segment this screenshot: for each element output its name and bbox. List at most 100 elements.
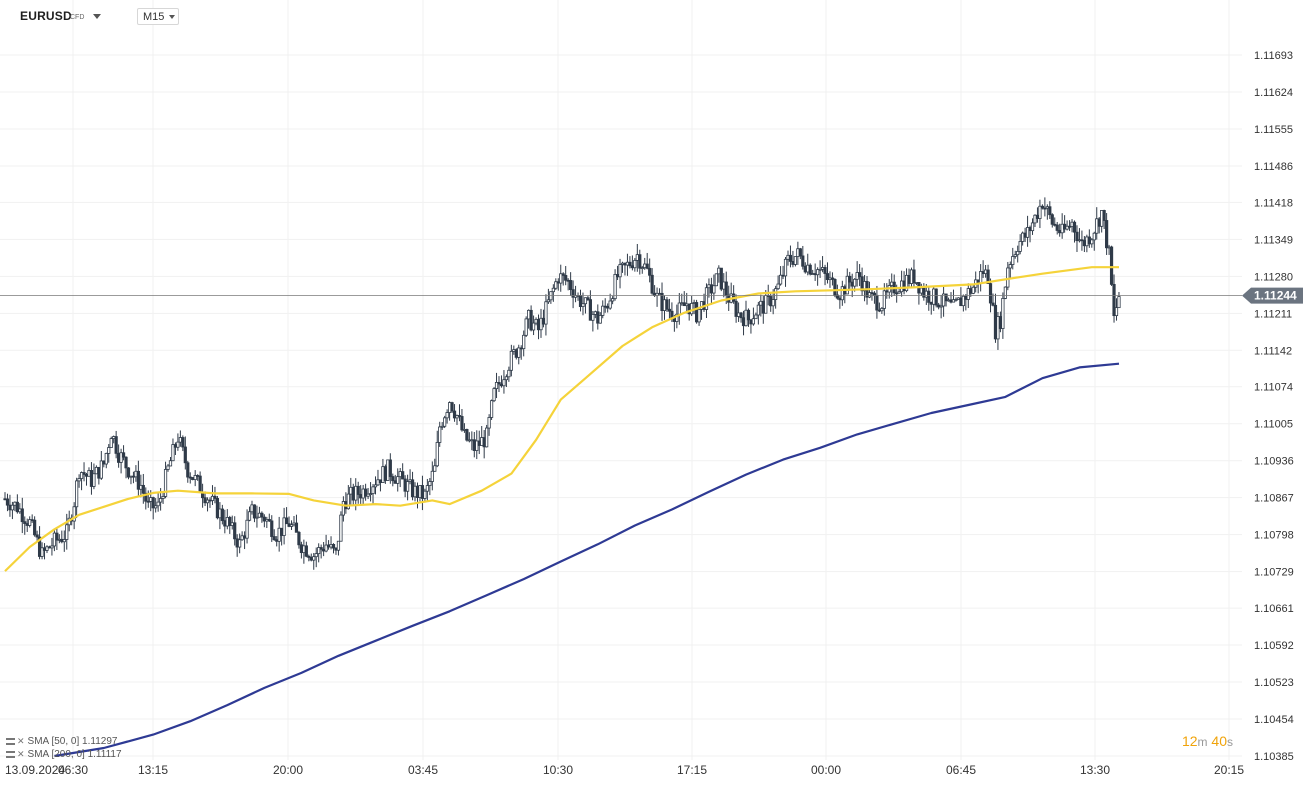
countdown-seconds: 40 (1211, 733, 1227, 749)
time-tick-label: 06:45 (946, 763, 976, 777)
candle-body (146, 500, 150, 503)
candle-body (23, 521, 27, 524)
candle-body (203, 497, 207, 504)
candle-body (252, 504, 257, 519)
candle-body (314, 553, 318, 558)
candle-body (102, 460, 106, 465)
candle-body (18, 508, 22, 513)
candle-body (939, 305, 943, 308)
candle-body (33, 519, 37, 536)
candle-body (783, 258, 788, 277)
candle-body (467, 439, 471, 442)
candle-body (818, 268, 822, 271)
candle-body (596, 311, 600, 324)
candle-body (499, 383, 504, 387)
candle-body (383, 466, 387, 481)
candle-body (475, 440, 479, 451)
timeframe-select[interactable]: M15 (137, 8, 179, 25)
candle-body (1112, 283, 1116, 317)
candle-body (1008, 264, 1012, 269)
candle-body (556, 281, 560, 284)
candle-body (401, 471, 405, 480)
countdown-minutes: 12 (1181, 733, 1198, 749)
candle-body (628, 261, 632, 267)
candle-body (445, 412, 449, 419)
candle-body (322, 548, 326, 552)
candle-body (643, 263, 647, 269)
candle-body (292, 522, 296, 526)
candle-body (472, 439, 476, 451)
candle-body (1063, 223, 1067, 230)
candle-body (452, 410, 457, 419)
candle-body (336, 540, 341, 551)
candle-body (430, 470, 434, 482)
candle-body (161, 496, 165, 499)
candle-body (92, 473, 96, 487)
candle-body (586, 297, 590, 300)
candle-body (551, 287, 555, 293)
candle-body (1067, 225, 1072, 228)
candle-body (52, 532, 57, 547)
candle-body (282, 517, 286, 536)
sma-200-value: 1.11117 (87, 749, 122, 760)
candle-body (633, 259, 637, 269)
menu-icon[interactable] (6, 737, 15, 745)
candle-body (692, 302, 696, 304)
candle-body (529, 309, 533, 331)
candle-body (1003, 286, 1007, 299)
candle-body (242, 535, 247, 539)
candle-body (885, 290, 889, 293)
candle-body (771, 299, 775, 307)
candle-body (341, 501, 345, 516)
chevron-down-icon (169, 15, 175, 19)
candle-body (882, 290, 886, 309)
candle-body (117, 452, 121, 463)
candle-body (1058, 230, 1062, 234)
candle-body (47, 546, 52, 549)
candle-body (270, 520, 274, 537)
candle-body (57, 538, 61, 541)
candle-body (786, 254, 790, 260)
candle-body (223, 520, 227, 527)
candle-body (759, 300, 763, 306)
candle-body (1038, 205, 1042, 219)
price-axis: 1.11693 1.11624 1.11555 1.11486 1.11418 1.113… (1254, 50, 1294, 763)
candle-body (319, 547, 323, 550)
price-tick-label: 1.10592 (1254, 640, 1294, 652)
close-icon[interactable]: ✕ (17, 749, 25, 759)
candle-body (872, 292, 877, 296)
symbol-name[interactable]: EURUSD (20, 9, 72, 23)
candle-body (331, 544, 336, 549)
candle-body (690, 303, 694, 315)
candle-body (927, 290, 931, 303)
candle-body (630, 265, 634, 269)
sma-50-value: 1.11297 (82, 736, 118, 747)
candle-body (867, 292, 872, 298)
candle-body (615, 274, 620, 278)
symbol-dropdown-icon[interactable] (93, 14, 101, 19)
price-tick-label: 1.10454 (1254, 714, 1294, 726)
candle-body (391, 476, 395, 482)
countdown-minute-unit: m (1197, 735, 1208, 749)
menu-icon[interactable] (6, 750, 15, 758)
price-tick-label: 1.10867 (1254, 493, 1294, 505)
sma-50-legend[interactable]: ✕ SMA [50, 0] 1.11297 (6, 736, 117, 747)
candle-body (657, 292, 662, 295)
candle-body (450, 402, 454, 412)
candle-body (218, 508, 222, 519)
candle-body (956, 297, 961, 300)
candle-body (909, 269, 914, 284)
candle-body (497, 382, 501, 385)
candle-body (79, 472, 84, 479)
candle-body (225, 517, 229, 527)
candle-body (289, 524, 294, 527)
close-icon[interactable]: ✕ (17, 736, 25, 746)
candle-body (650, 274, 654, 294)
candle-body (951, 299, 956, 303)
sma-200-legend[interactable]: ✕ SMA [200, 0] 1.11117 (6, 749, 122, 760)
candle-body (1048, 206, 1052, 216)
candle-body (198, 475, 202, 493)
candle-body (351, 486, 355, 501)
chart-grid (0, 0, 1242, 760)
